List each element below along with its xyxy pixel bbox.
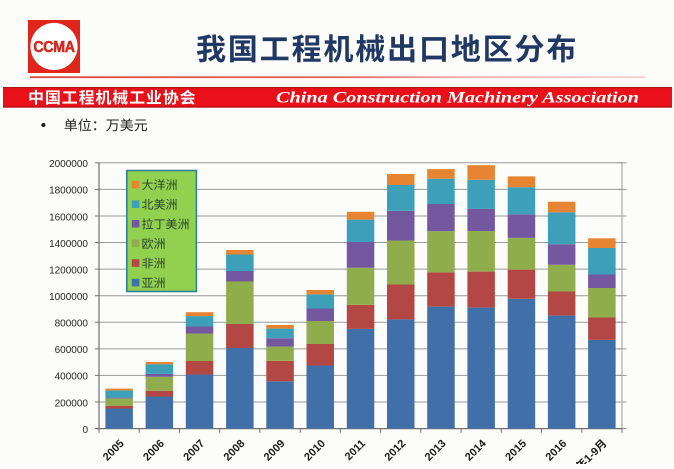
svg-text:0: 0 — [82, 425, 88, 436]
svg-text:1000000: 1000000 — [49, 292, 88, 303]
svg-text:1200000: 1200000 — [49, 265, 88, 276]
svg-text:2000000: 2000000 — [49, 159, 88, 170]
svg-text:800000: 800000 — [55, 319, 89, 330]
svg-text:CCMA: CCMA — [33, 39, 75, 56]
svg-text:1400000: 1400000 — [49, 239, 88, 250]
svg-text:China Construction Machinery A: China Construction Machinery Association — [276, 89, 639, 106]
svg-text:400000: 400000 — [55, 372, 89, 383]
svg-text:600000: 600000 — [55, 345, 89, 356]
svg-text:1800000: 1800000 — [49, 186, 88, 197]
svg-text:200000: 200000 — [55, 398, 89, 409]
svg-text:1600000: 1600000 — [49, 212, 88, 223]
